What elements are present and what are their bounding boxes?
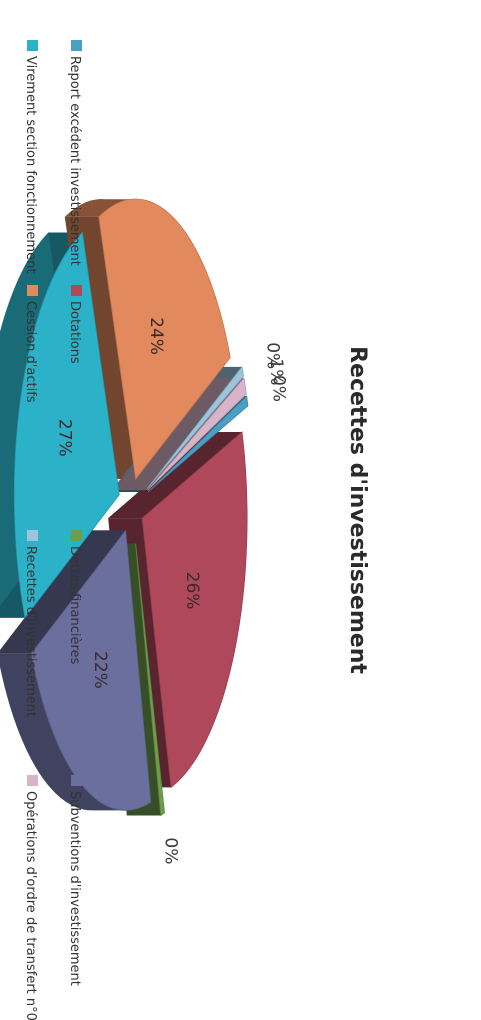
pie-slice-wall bbox=[0, 530, 126, 654]
pie-slice-virement-section-fonctionnement bbox=[13, 231, 120, 619]
legend-label: Cession d'actifs bbox=[23, 301, 38, 403]
legend-label: Subventions d'investissement bbox=[67, 791, 82, 986]
pie-slice-op-rations-d-ordre-de-transfert-n-040 bbox=[147, 377, 247, 491]
legend-item: Report excédent investissement bbox=[67, 40, 82, 266]
legend-label: Opérations d'ordre de transfert n°040 bbox=[23, 791, 38, 1020]
pie-slice-side bbox=[0, 653, 128, 811]
pie-slice-recettes-d-investissement bbox=[147, 365, 245, 489]
legend-item: Recettes d'investissement bbox=[23, 530, 38, 717]
pie-slice-wall bbox=[108, 431, 243, 519]
legend-label: Dotations bbox=[67, 301, 82, 364]
legend-swatch bbox=[27, 530, 38, 541]
data-label: 24% bbox=[146, 317, 166, 355]
legend-swatch bbox=[27, 775, 38, 786]
chart-title: Recettes d'investissement bbox=[345, 346, 370, 674]
legend-swatch bbox=[71, 40, 82, 51]
data-label: 27% bbox=[55, 419, 75, 457]
data-label: 26% bbox=[182, 572, 202, 610]
legend-swatch bbox=[27, 285, 38, 296]
legend-label: Virement section fonctionnement bbox=[23, 56, 38, 273]
legend-swatch bbox=[71, 285, 82, 296]
legend-item: Opérations d'ordre de transfert n°040 bbox=[23, 775, 38, 1020]
pie-slice-side bbox=[64, 199, 140, 217]
legend-item: Cession d'actifs bbox=[23, 285, 38, 403]
legend-swatch bbox=[71, 530, 82, 541]
pie-slice-cession-d-actifs bbox=[98, 198, 231, 481]
pie-slice-side bbox=[0, 232, 83, 618]
pie-slice-report-exc-dent-investissement bbox=[147, 395, 249, 493]
data-label: 1% bbox=[266, 358, 286, 385]
legend-item: Dettes financières bbox=[67, 530, 82, 665]
legend-label: Report excédent investissement bbox=[67, 56, 82, 266]
legend-swatch bbox=[71, 775, 82, 786]
legend-item: Dotations bbox=[67, 285, 82, 364]
legend: Report excédent investissement Dotations D… bbox=[23, 40, 82, 1020]
pie-slice-dettes-financi-res bbox=[135, 543, 165, 817]
pie-group: 0%26%0%22%27%24%0%1% bbox=[0, 198, 288, 864]
pie-slice-dotations bbox=[141, 431, 248, 789]
data-label: 0% bbox=[160, 837, 180, 864]
legend-label: Recettes d'investissement bbox=[23, 546, 38, 717]
legend-swatch bbox=[27, 40, 38, 51]
legend-item: Virement section fonctionnement bbox=[23, 40, 38, 273]
data-label: 0% bbox=[268, 375, 288, 402]
legend-label: Dettes financières bbox=[67, 546, 82, 665]
data-label: 22% bbox=[90, 651, 110, 689]
legend-item: Subventions d'investissement bbox=[67, 775, 82, 986]
data-label: 0% bbox=[263, 342, 283, 369]
